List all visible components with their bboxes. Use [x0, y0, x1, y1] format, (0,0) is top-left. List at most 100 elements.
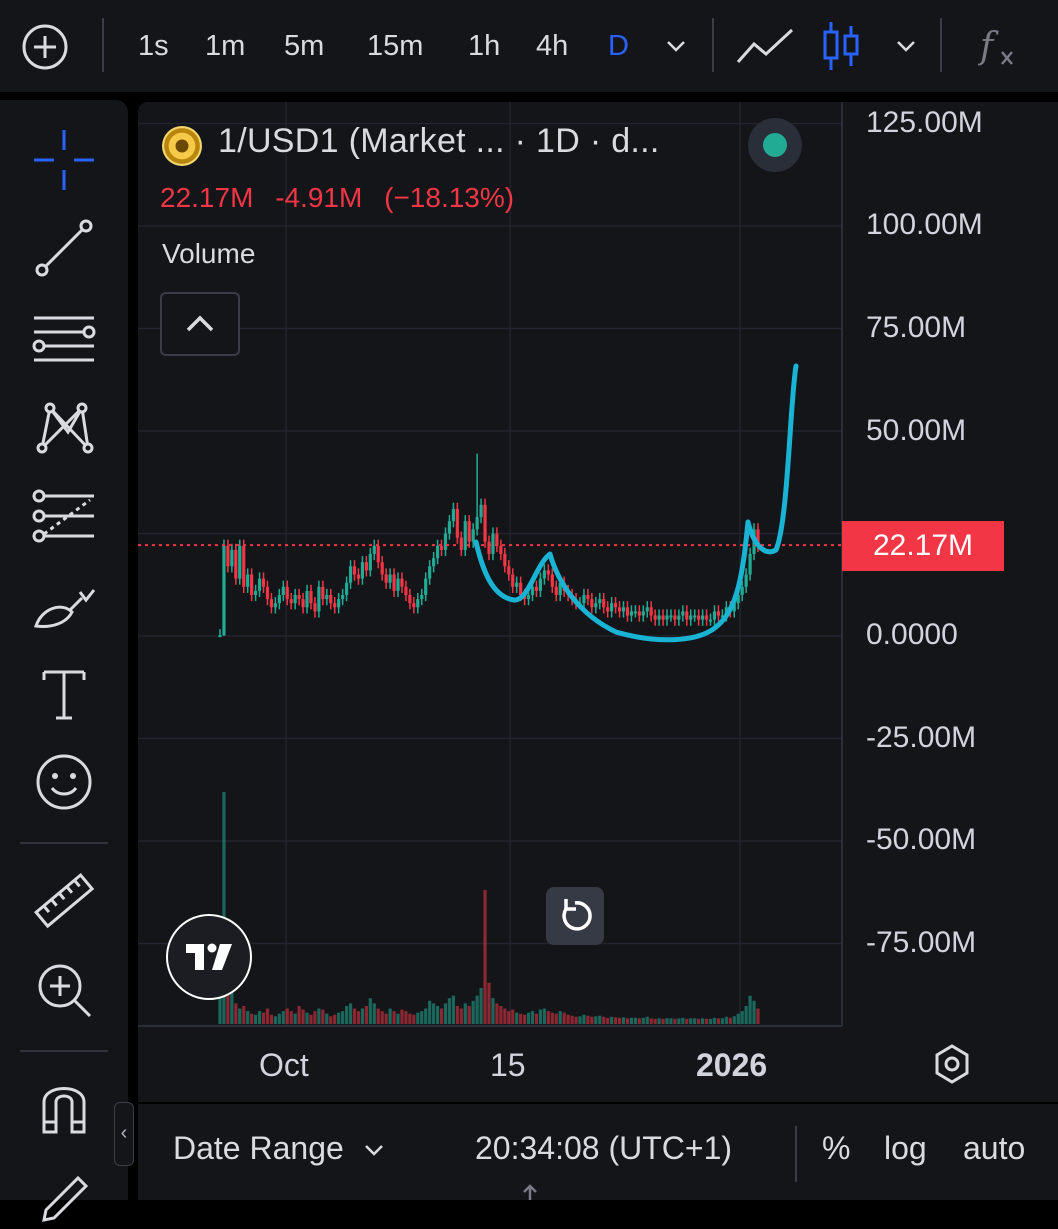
candle [665, 615, 669, 620]
date-range-dropdown[interactable]: Date Range [173, 1130, 385, 1167]
text-icon[interactable] [32, 662, 96, 726]
volume-bar [313, 1011, 317, 1024]
candle [602, 599, 606, 608]
candle [546, 570, 550, 575]
volume-bar [360, 1008, 365, 1024]
volume-bar [716, 1018, 721, 1024]
chart-type-chevron-icon[interactable] [894, 36, 918, 56]
candle [653, 615, 657, 620]
volume-bar [523, 1014, 527, 1024]
clock-timezone[interactable]: 20:34:08 (UTC+1) [475, 1130, 733, 1166]
volume-indicator-label[interactable]: Volume [162, 238, 256, 269]
volume-bar [420, 1011, 424, 1024]
volume-bar [728, 1017, 732, 1024]
candle [629, 611, 634, 616]
fib-icon[interactable] [32, 484, 96, 548]
chart-canvas[interactable] [138, 102, 1058, 1102]
candle [685, 611, 689, 620]
magnet-icon[interactable] [32, 1074, 96, 1138]
market-status-icon[interactable] [748, 118, 802, 172]
candle [230, 549, 234, 567]
collapse-legend-button[interactable] [160, 292, 240, 356]
symbol-title[interactable]: 1/USD1 (Market ... · 1D · d... [218, 122, 660, 160]
candle [218, 635, 222, 638]
candle [689, 615, 693, 620]
pencil-icon[interactable] [32, 1160, 96, 1224]
candle [416, 599, 420, 608]
change-value: -4.91M [275, 182, 363, 213]
volume-bar [582, 1014, 586, 1024]
chevron-down-icon[interactable] [664, 36, 688, 56]
candle [503, 554, 507, 567]
candle [348, 566, 353, 583]
volume-bar [641, 1017, 645, 1024]
candle [538, 578, 543, 591]
reset-chart-button[interactable] [546, 887, 604, 945]
brush-icon[interactable] [32, 572, 96, 636]
candle [487, 541, 491, 554]
volume-bar [352, 1008, 357, 1024]
chart-pane[interactable]: 1/USD1 (Market ... · 1D · d... 22.17M -4… [138, 102, 1058, 1102]
candle [376, 545, 380, 563]
candles-icon[interactable] [820, 20, 862, 72]
candle [701, 615, 705, 620]
timeframe-4h[interactable]: 4h [536, 30, 569, 62]
volume-bar [625, 1018, 630, 1024]
volume-bar [708, 1018, 713, 1024]
volume-bar [483, 889, 487, 1024]
tradingview-icon [186, 943, 232, 970]
timeframe-5m[interactable]: 5m [284, 30, 325, 62]
scroll-up-arrow-icon[interactable] [520, 1182, 540, 1202]
volume-bar [356, 1011, 361, 1024]
volume-bar [507, 1011, 511, 1024]
log-toggle[interactable]: log [884, 1130, 927, 1166]
timeframe-1h[interactable]: 1h [468, 30, 501, 62]
candle [337, 599, 341, 608]
toolbar-collapse-tab[interactable]: ‹ [114, 1102, 134, 1166]
candle [716, 611, 721, 616]
volume-bar [661, 1018, 665, 1024]
volume-bar [317, 1008, 321, 1024]
add-symbol-icon[interactable] [20, 22, 70, 72]
trend-line-icon[interactable] [32, 216, 96, 280]
candle [526, 595, 531, 600]
timeframe-1m[interactable]: 1m [205, 30, 246, 62]
crosshair-icon[interactable] [32, 128, 96, 192]
volume-bar [495, 1003, 499, 1024]
price-axis-label: -25.00M [866, 721, 977, 754]
volume-bar [574, 1016, 578, 1024]
zoom-in-icon[interactable] [32, 958, 96, 1022]
chart-settings-button[interactable] [930, 1042, 974, 1086]
candle [598, 599, 602, 604]
volume-bar [344, 1005, 349, 1024]
volume-bar [578, 1016, 582, 1024]
volume-bar [756, 1008, 760, 1024]
timeframe-d[interactable]: D [608, 30, 629, 62]
volume-bar [724, 1016, 728, 1024]
indicators-fx-icon[interactable]: f [977, 22, 1022, 70]
volume-bar [697, 1018, 701, 1024]
candle [360, 562, 365, 579]
candle [261, 578, 266, 587]
pattern-icon[interactable] [32, 396, 96, 460]
candle [242, 545, 246, 587]
candle [246, 574, 250, 587]
tradingview-logo[interactable] [166, 914, 252, 1000]
candle [265, 586, 270, 600]
timeframe-1s[interactable]: 1s [138, 30, 169, 62]
percent-toggle[interactable]: % [822, 1130, 851, 1166]
auto-toggle[interactable]: auto [963, 1130, 1026, 1166]
timeframe-15m[interactable]: 15m [367, 30, 424, 62]
candle [309, 590, 313, 604]
change-percent: (−18.13%) [384, 182, 515, 213]
candle [428, 566, 432, 579]
candle [341, 595, 345, 600]
emoji-icon[interactable] [32, 750, 96, 814]
candle [317, 586, 321, 612]
ruler-icon[interactable] [32, 870, 96, 934]
horizontal-lines-icon[interactable] [32, 306, 96, 370]
line-chart-icon[interactable] [734, 24, 796, 68]
candle [321, 586, 325, 600]
volume-bar [404, 1011, 408, 1024]
volume-bar [645, 1016, 649, 1024]
